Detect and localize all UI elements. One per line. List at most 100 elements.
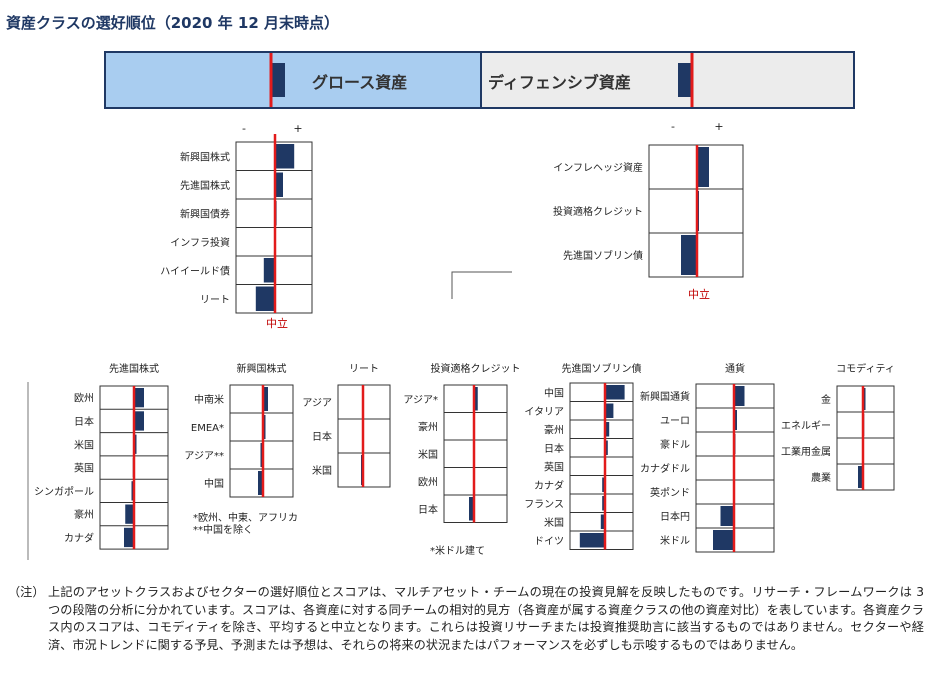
chart-2-category-label: 米国 — [74, 438, 94, 451]
chart-0-bar — [275, 172, 283, 197]
chart-0-category-label: リート — [200, 295, 230, 306]
chart-2-bar — [134, 411, 144, 431]
em-equity-footnote-1: *欧州、中東、アフリカ — [193, 513, 298, 524]
chart-6-bar — [602, 477, 605, 492]
note-body: 上記のアセットクラスおよびセクターの選好順位とスコアは、マルチアセット・チームの… — [48, 585, 924, 652]
chart-5-category-label: 日本 — [418, 503, 438, 516]
chart-0-neutral-label: 中立 — [266, 316, 288, 330]
page-title: 資産クラスの選好順位（2020 年 12 月末時点） — [6, 14, 339, 32]
chart-3-title: 新興国株式 — [237, 362, 287, 375]
chart-5-bar — [474, 387, 478, 411]
chart-6-category-label: カナダ — [534, 479, 564, 492]
chart-2-category-label: カナダ — [64, 531, 94, 544]
chart-1-minus-label: - — [671, 120, 675, 133]
chart-1-bar — [681, 235, 697, 275]
chart-0-bar — [263, 258, 275, 283]
chart-0-category-label: ハイイールド債 — [160, 264, 230, 277]
chart-4-category-label: 米国 — [312, 464, 332, 477]
chart-3-bar — [263, 387, 268, 411]
disclaimer-note: （注） 上記のアセットクラスおよびセクターの選好順位とスコアは、マルチアセット・… — [8, 584, 924, 654]
chart-6-bar — [605, 422, 610, 437]
chart-5-category-label: 米国 — [418, 448, 438, 461]
growth-label: グロース資産 — [312, 73, 408, 92]
chart-2-category-label: シンガポール — [34, 486, 94, 498]
chart-1-plus-label: + — [714, 120, 723, 133]
chart-6-category-label: 日本 — [544, 442, 564, 455]
chart-6-category-label: ドイツ — [534, 536, 564, 547]
chart-2-category-label: 日本 — [74, 415, 94, 428]
chart-3-category-label: EMEA* — [191, 423, 224, 434]
chart-0-category-label: 新興国株式 — [180, 150, 230, 163]
chart-2-category-label: 豪州 — [74, 508, 94, 521]
chart-5-category-label: 豪州 — [418, 420, 438, 433]
chart-7-bar — [734, 410, 737, 430]
chart-6-title: 先進国ソブリン債 — [562, 362, 642, 375]
chart-1-category-label: インフレヘッジ資産 — [553, 161, 643, 174]
chart-6-category-label: フランス — [524, 498, 564, 510]
defensive-panel: ディフェンシブ資産 — [482, 53, 853, 107]
chart-8-category-label: エネルギー — [781, 420, 831, 432]
growth-score-bar — [271, 63, 285, 97]
chart-7-category-label: 日本円 — [660, 510, 690, 523]
chart-1-category-label: 先進国ソブリン債 — [563, 249, 643, 262]
chart-7-category-label: 米ドル — [660, 534, 690, 547]
chart-2-bar — [134, 388, 144, 408]
chart-6-bar — [579, 533, 605, 548]
chart-2-bar — [125, 504, 134, 524]
chart-0-plus-label: + — [293, 122, 302, 135]
chart-3-category-label: アジア** — [184, 451, 224, 462]
chart-0-bar — [255, 286, 275, 311]
chart-6-category-label: 豪州 — [544, 423, 564, 436]
chart-8-category-label: 工業用金属 — [781, 445, 831, 458]
chart-2-title: 先進国株式 — [109, 362, 159, 375]
connector-bracket — [451, 271, 512, 299]
chart-8-category-label: 金 — [821, 393, 831, 406]
chart-4-category-label: 日本 — [312, 430, 332, 443]
chart-0-minus-label: - — [242, 122, 246, 135]
chart-3-bar — [258, 471, 263, 495]
chart-7-bar — [734, 386, 745, 406]
chart-6-category-label: イタリア — [524, 406, 564, 418]
chart-6-bar — [605, 403, 614, 418]
chart-3-category-label: 中南米 — [194, 393, 224, 406]
chart-0-bar — [275, 144, 295, 169]
chart-2-category-label: 欧州 — [74, 393, 94, 405]
chart-3-category-label: 中国 — [204, 477, 224, 490]
chart-0-category-label: インフラ投資 — [170, 236, 230, 249]
chart-1-bar — [697, 147, 709, 187]
chart-4-category-label: アジア — [302, 398, 332, 409]
note-head: （注） — [8, 585, 45, 599]
growth-defensive-banner: グロース資産 ディフェンシブ資産 — [104, 51, 855, 109]
chart-7-category-label: 豪ドル — [660, 438, 690, 451]
defensive-label: ディフェンシブ資産 — [488, 73, 631, 92]
chart-5-category-label: 欧州 — [418, 476, 438, 488]
chart-7-title: 通貨 — [725, 362, 745, 375]
chart-7-bar — [713, 530, 734, 550]
chart-2-category-label: 英国 — [74, 462, 94, 475]
chart-4-title: リート — [349, 364, 379, 375]
chart-7-category-label: ユーロ — [660, 416, 690, 427]
chart-5-bar — [469, 497, 474, 521]
chart-8-title: コモディティ — [836, 362, 895, 375]
chart-5-title: 投資適格クレジット — [431, 362, 521, 375]
chart-6-category-label: 中国 — [544, 386, 564, 399]
chart-8-bar — [858, 466, 863, 488]
chart-7-category-label: 新興国通貨 — [640, 390, 690, 403]
chart-0-category-label: 新興国債券 — [180, 207, 230, 220]
chart-7-bar — [720, 506, 734, 526]
chart-6-bar — [605, 385, 625, 400]
chart-6-bar — [600, 514, 605, 529]
defensive-score-bar — [678, 63, 692, 97]
chart-6-bar — [602, 496, 605, 511]
chart-6-category-label: 米国 — [544, 516, 564, 529]
ig-credit-footnote: *米ドル建て — [430, 546, 485, 557]
em-equity-footnote-2: **中国を除く — [193, 525, 253, 536]
chart-8-category-label: 農業 — [811, 471, 831, 484]
chart-7-category-label: 英ポンド — [650, 486, 690, 499]
chart-1-neutral-label: 中立 — [688, 287, 710, 301]
chart-2-bar — [124, 527, 134, 548]
chart-1-category-label: 投資適格クレジット — [553, 205, 643, 218]
chart-6-bar — [605, 440, 608, 455]
growth-panel: グロース資産 — [106, 53, 482, 107]
